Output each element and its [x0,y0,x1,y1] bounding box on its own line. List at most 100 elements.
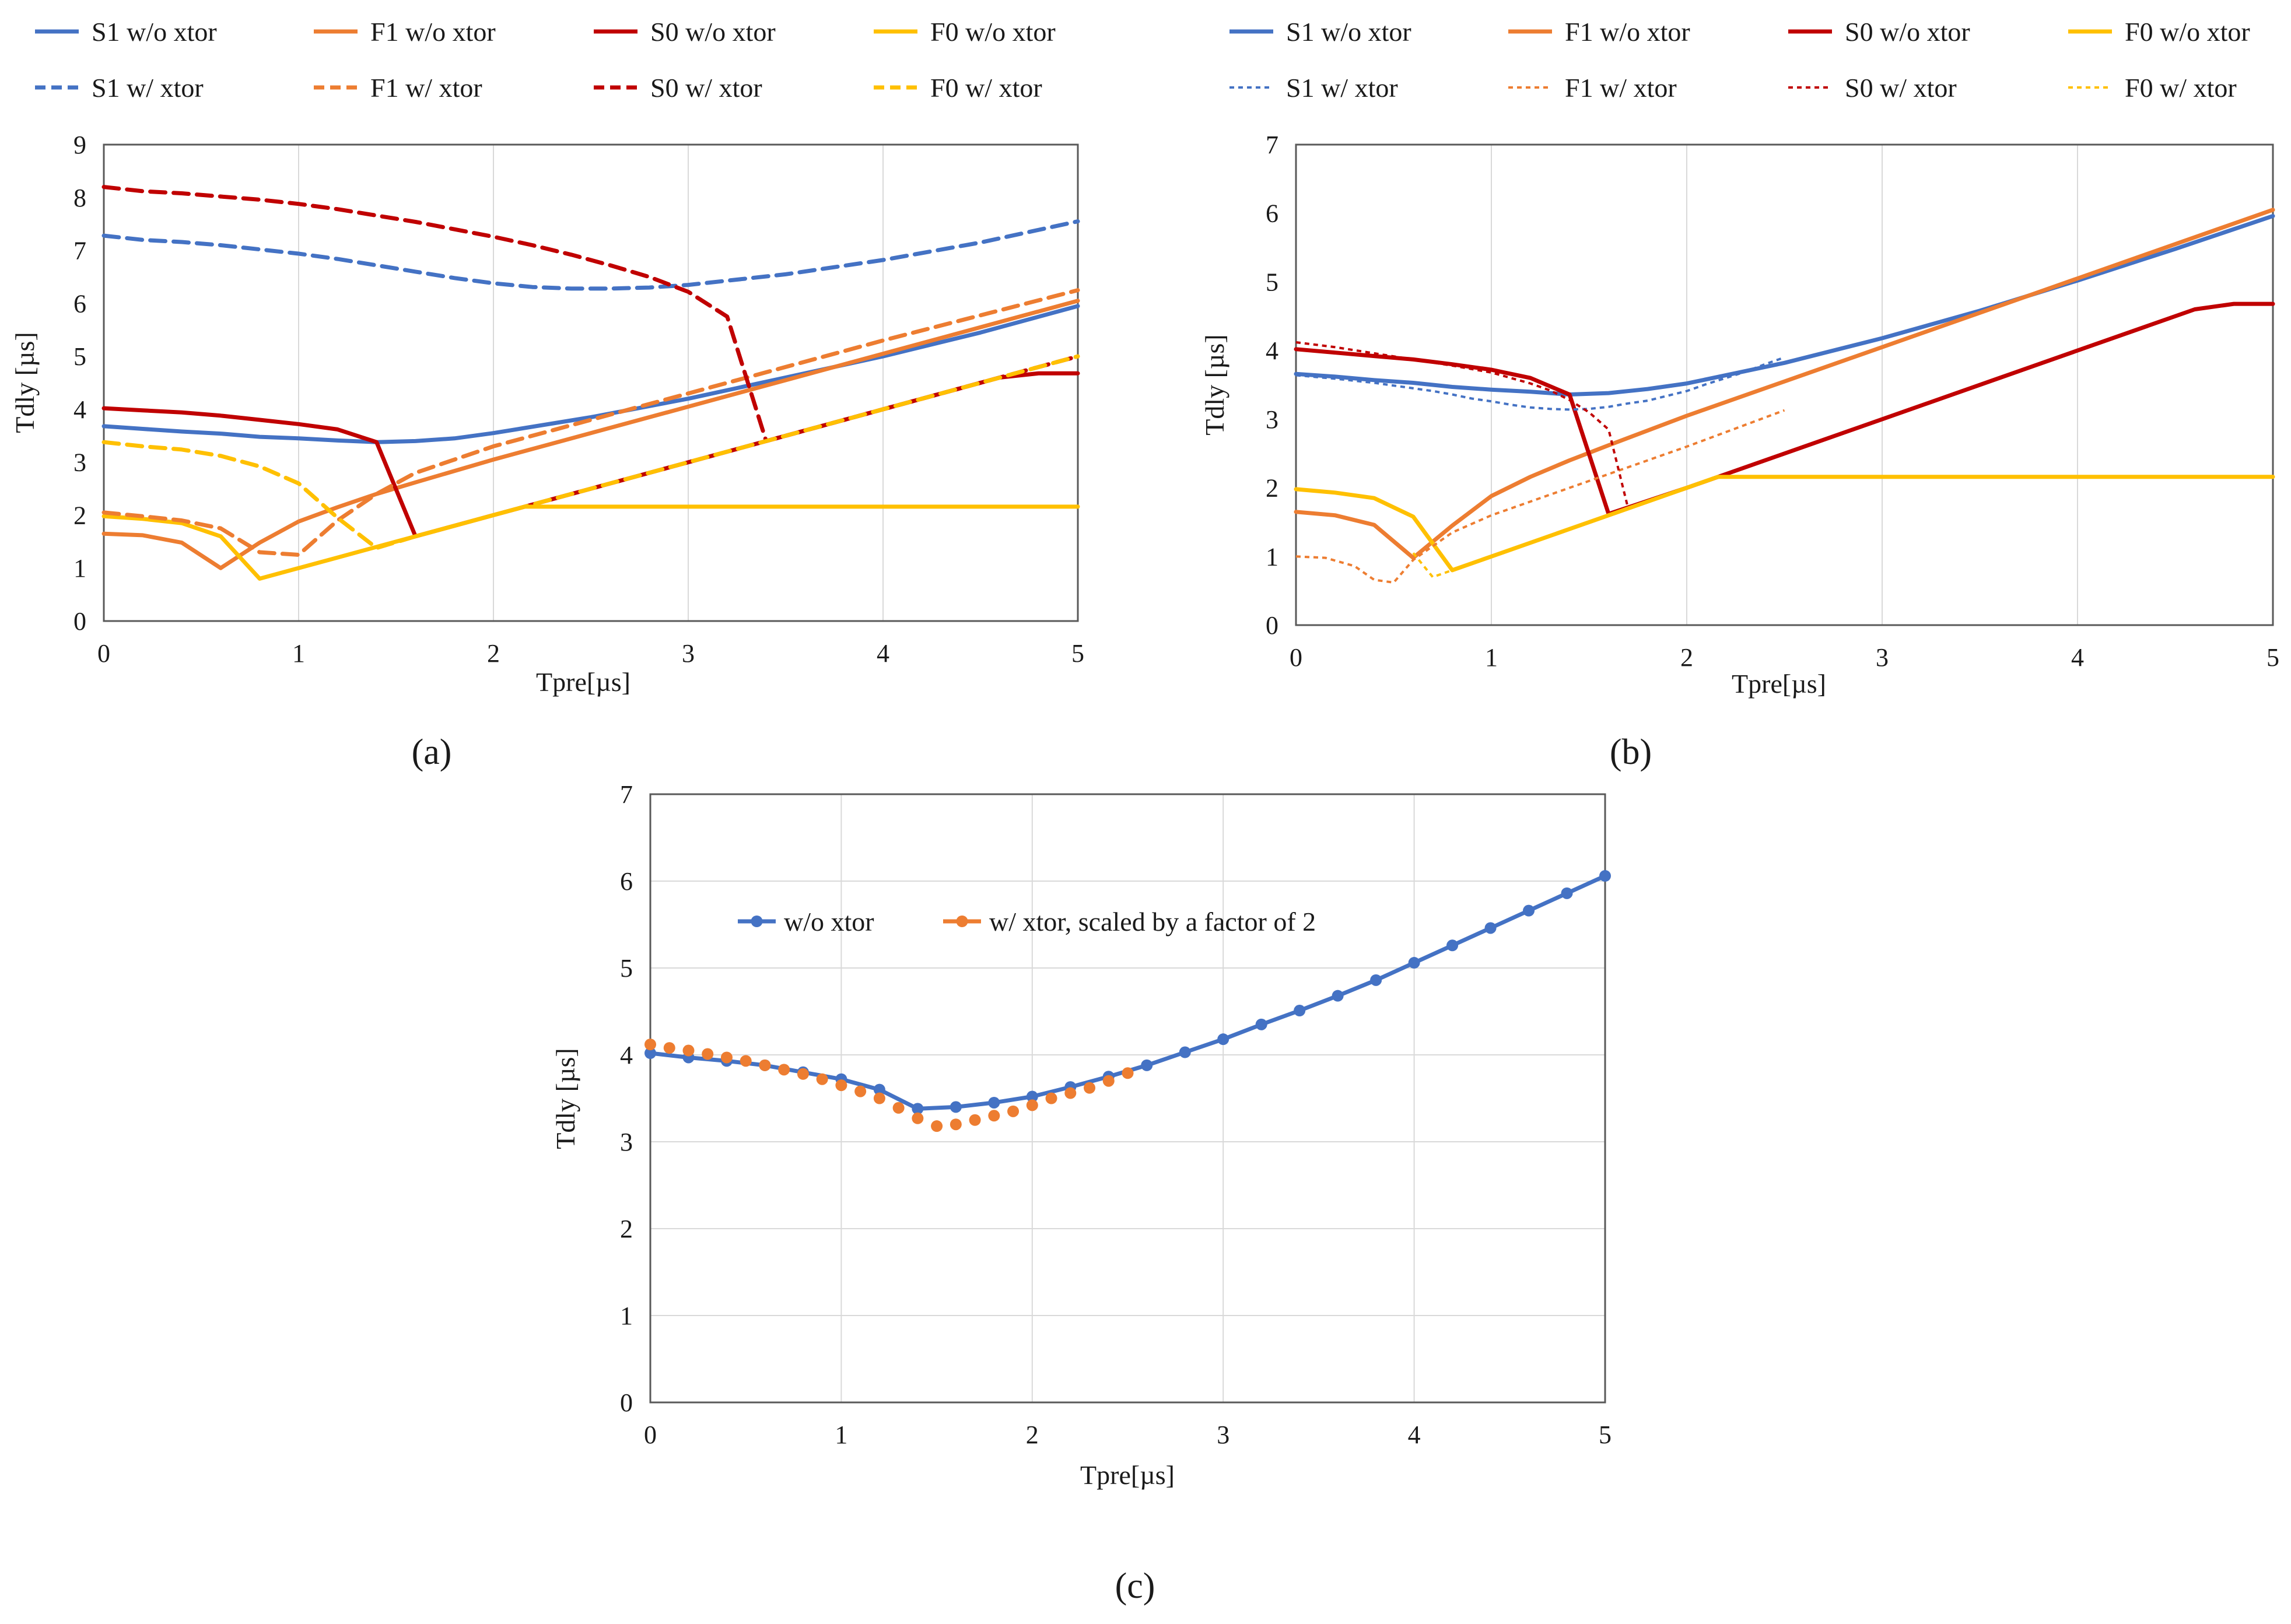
y-tick-label: 3 [620,1128,633,1156]
legend-label: S0 w/o xtor [1845,17,1970,47]
legend-label: S1 w/o xtor [1286,17,1411,47]
x-axis-label: Tpre[µs] [536,667,630,697]
x-axis-label: Tpre[µs] [1080,1460,1175,1490]
x-tick-label: 3 [1876,643,1889,672]
data-point [759,1059,771,1071]
data-point [644,1047,656,1060]
legend: S1 w/o xtor F1 w/o xtor S0 w/o xtor F0 w/o … [1229,17,2250,103]
x-tick-label: 5 [2267,643,2279,672]
data-point [1026,1090,1038,1103]
data-point [969,1114,981,1126]
y-tick-label: 5 [1266,268,1278,296]
data-point [912,1112,924,1124]
data-point [1446,939,1459,952]
y-tick-label: 1 [620,1302,633,1330]
series-line-2 [101,299,1080,570]
legend-item: S0 w/o xtor [594,17,776,47]
data-point [873,1083,885,1096]
y-tick-label: 5 [620,954,633,983]
series-line-5 [101,219,1080,291]
x-tick-label: 1 [292,639,305,668]
legend-label: F0 w/ xtor [2125,73,2237,103]
data-point [1294,1005,1306,1017]
x-tick-label: 2 [487,639,500,668]
data-point [720,1051,733,1064]
x-axis-label: Tpre[µs] [1732,669,1826,699]
y-tick-label: 3 [1266,405,1278,434]
series-line-7 [101,185,1080,443]
x-tick-label: 1 [835,1420,847,1449]
data-point [1102,1075,1115,1087]
data-point [797,1068,809,1080]
legend-item: F0 w/o xtor [2068,17,2250,47]
data-point [1523,904,1535,917]
data-point [778,1064,790,1076]
x-tick-label: 0 [1290,643,1302,672]
data-point [816,1073,828,1085]
data-point [740,1055,752,1067]
y-axis-label: Tdly [µs] [1200,334,1229,435]
data-point [1255,1018,1267,1030]
x-tick-label: 4 [877,639,889,668]
legend-marker [956,916,968,927]
data-point [663,1042,675,1054]
legend-item: S1 w/o xtor [35,17,217,47]
y-tick-label: 4 [1266,336,1278,365]
series-line-4 [101,504,1080,581]
x-tick-label: 3 [682,639,695,668]
legend-label: S0 w/ xtor [1845,73,1957,103]
x-tick-label: 5 [1599,1420,1612,1449]
y-tick-label: 0 [1266,611,1278,640]
legend-label: S0 w/ xtor [650,73,762,103]
legend-label: F1 w/ xtor [370,73,482,103]
data-point [1122,1067,1134,1079]
y-tick-label: 2 [620,1215,633,1243]
y-tick-label: 7 [620,780,633,809]
legend-item: S0 w/ xtor [594,73,762,103]
legend-item: F1 w/o xtor [314,17,496,47]
data-point [988,1110,1000,1122]
x-tick-label: 0 [644,1420,657,1449]
x-tick-label: 4 [2071,643,2084,672]
legend-item: w/ xtor, scaled by a factor of 2 [943,907,1316,936]
data-point [912,1103,924,1115]
data-point [1007,1105,1020,1117]
data-point [702,1048,714,1060]
plot-frame [1295,143,2274,626]
legend-item: F1 w/o xtor [1508,17,1690,47]
y-tick-label: 3 [73,448,86,477]
data-point [1084,1082,1096,1094]
y-tick-label: 4 [73,395,86,424]
legend: w/o xtor w/ xtor, scaled by a factor of 2 [738,907,1316,936]
data-point [1064,1087,1077,1099]
legend-item: S1 w/o xtor [1229,17,1411,47]
y-tick-label: 7 [1266,131,1278,159]
legend-item: S1 w/ xtor [35,73,204,103]
data-point [1561,887,1573,899]
legend-label: S0 w/o xtor [650,17,776,47]
data-point [950,1118,962,1131]
data-point [988,1096,1000,1109]
legend-marker [751,916,763,927]
plot-frame [103,143,1079,622]
legend-item: F0 w/ xtor [2068,73,2237,103]
series-line-1 [1294,213,2275,397]
legend-label: F1 w/o xtor [370,17,496,47]
legend-label: w/ xtor, scaled by a factor of 2 [989,907,1316,936]
y-tick-label: 8 [73,184,86,212]
data-point [835,1079,847,1092]
panel-label: (b) [1610,732,1652,772]
series-line-3 [101,371,1080,539]
data-point [1026,1099,1038,1111]
legend-item: F0 w/o xtor [874,17,1056,47]
x-tick-label: 4 [1408,1420,1421,1449]
legend-label: F0 w/o xtor [930,17,1056,47]
series-line-2 [1294,208,2275,560]
series-line-5 [1295,356,1785,411]
legend-item: S1 w/ xtor [1229,73,1398,103]
y-tick-label: 6 [620,867,633,896]
series-line-8 [1412,552,1453,578]
legend-label: F0 w/ xtor [930,73,1042,103]
data-point [931,1120,943,1132]
